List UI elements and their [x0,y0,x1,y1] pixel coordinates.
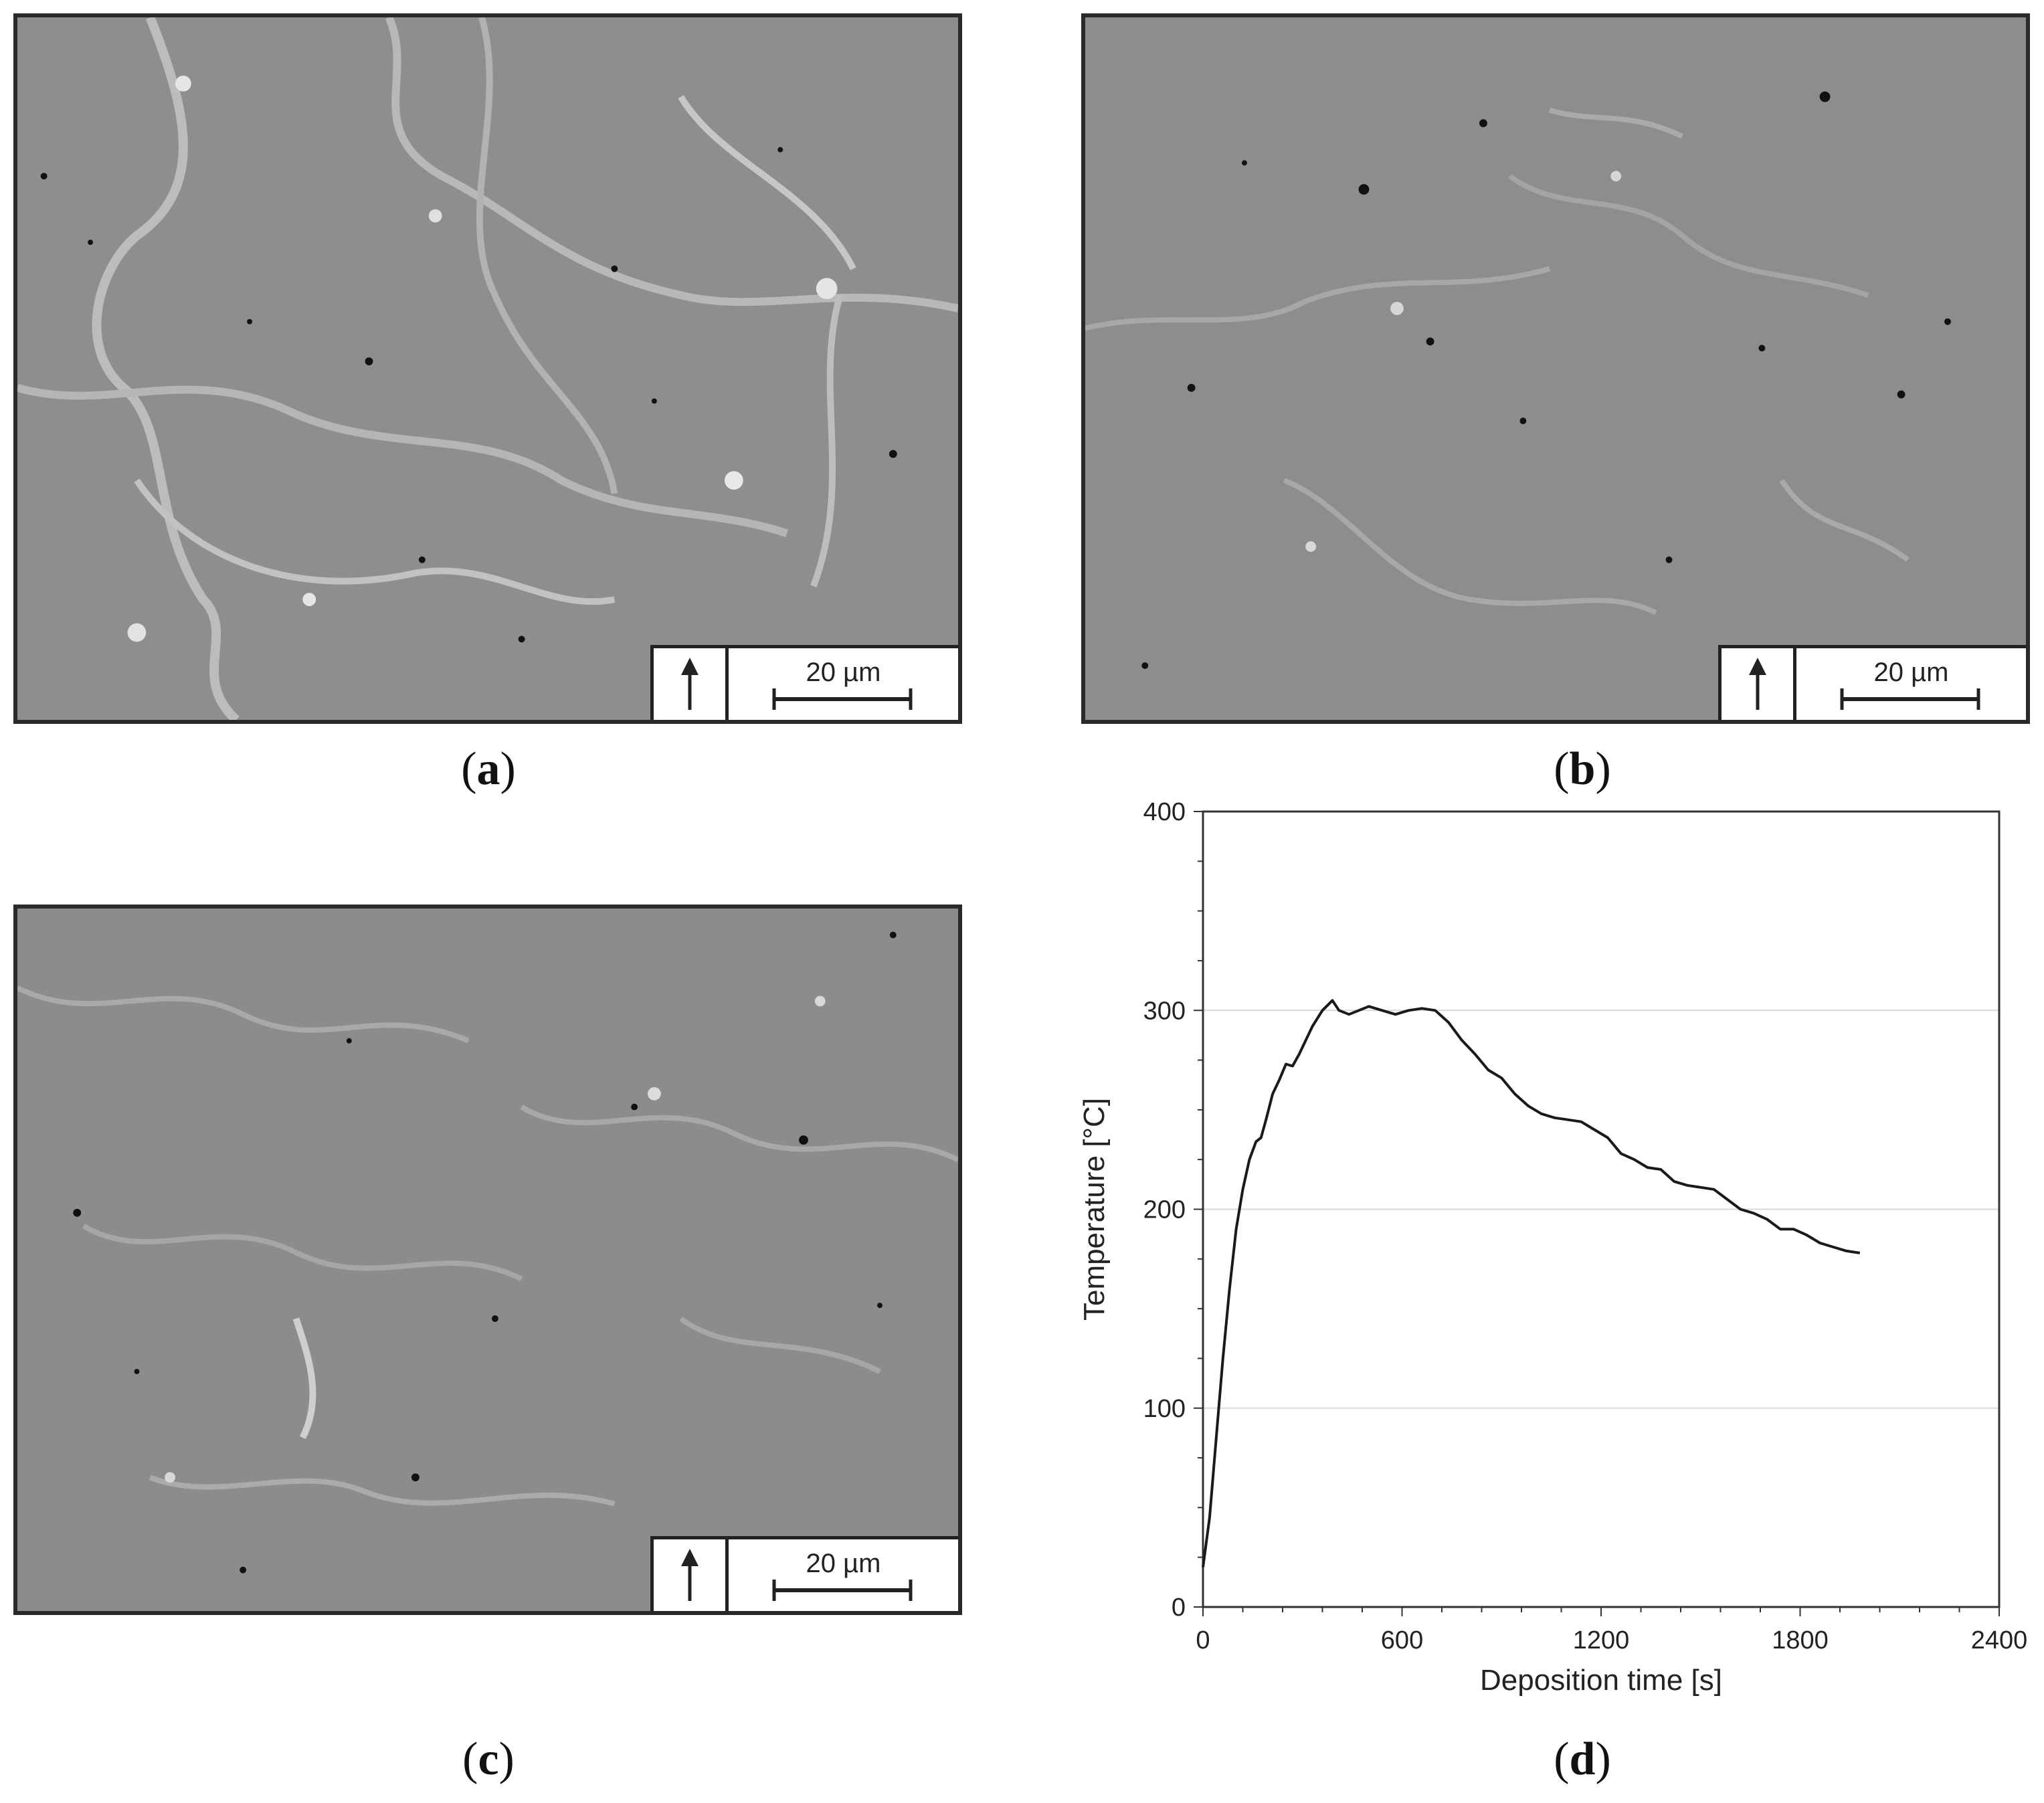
scale-bar-label-c: 20 µm [806,1549,881,1578]
y-tick-label: 100 [1143,1395,1186,1423]
micrograph-c: 20 µm [13,905,962,1615]
series-layer [1202,999,1861,1568]
up-arrow-icon [1718,645,1793,720]
x-tick-label: 600 [1381,1626,1423,1654]
temperature-chart: 0 100 200 300 400 0 600 1200 1800 2400 Deposition… [1078,798,2028,1697]
grid-lines [1203,1010,1999,1409]
series-line-0 [1202,999,1861,1568]
x-tick-label: 2400 [1971,1626,2028,1654]
x-tick-label: 1200 [1573,1626,1630,1654]
scale-bar-a: 20 µm [725,645,958,720]
scale-bar-c: 20 µm [725,1536,958,1611]
y-tick-label: 300 [1143,997,1186,1025]
scale-box-b: 20 µm [1718,645,2026,720]
panel-label-c: (c) [462,1733,515,1785]
x-tick-label: 1800 [1772,1626,1829,1654]
micrograph-c-texture [17,909,958,1611]
micrograph-b-texture [1085,17,2026,720]
y-tick-label: 400 [1143,798,1186,826]
x-axis-label: Deposition time [s] [1480,1664,1722,1697]
micrograph-a-texture [17,17,958,720]
axes: 0 100 200 300 400 0 600 1200 1800 2400 [1143,798,2028,1654]
y-tick-label: 200 [1143,1196,1186,1224]
x-tick-label: 0 [1196,1626,1210,1654]
scale-bar-label-b: 20 µm [1873,658,1949,687]
micrograph-b: 20 µm [1081,13,2030,724]
scale-bar-label-a: 20 µm [806,658,881,687]
y-tick-label: 0 [1172,1594,1186,1622]
micrograph-a: 20 µm [13,13,962,724]
scale-box-a: 20 µm [650,645,958,720]
panel-label-d: (d) [1554,1733,1611,1785]
scale-box-c: 20 µm [650,1536,958,1611]
scale-bar-b: 20 µm [1793,645,2026,720]
panel-label-a: (a) [461,743,516,795]
up-arrow-icon [650,645,725,720]
y-axis-label: Temperature [°C] [1078,1098,1111,1321]
panel-label-b: (b) [1554,743,1611,795]
up-arrow-icon [650,1536,725,1611]
